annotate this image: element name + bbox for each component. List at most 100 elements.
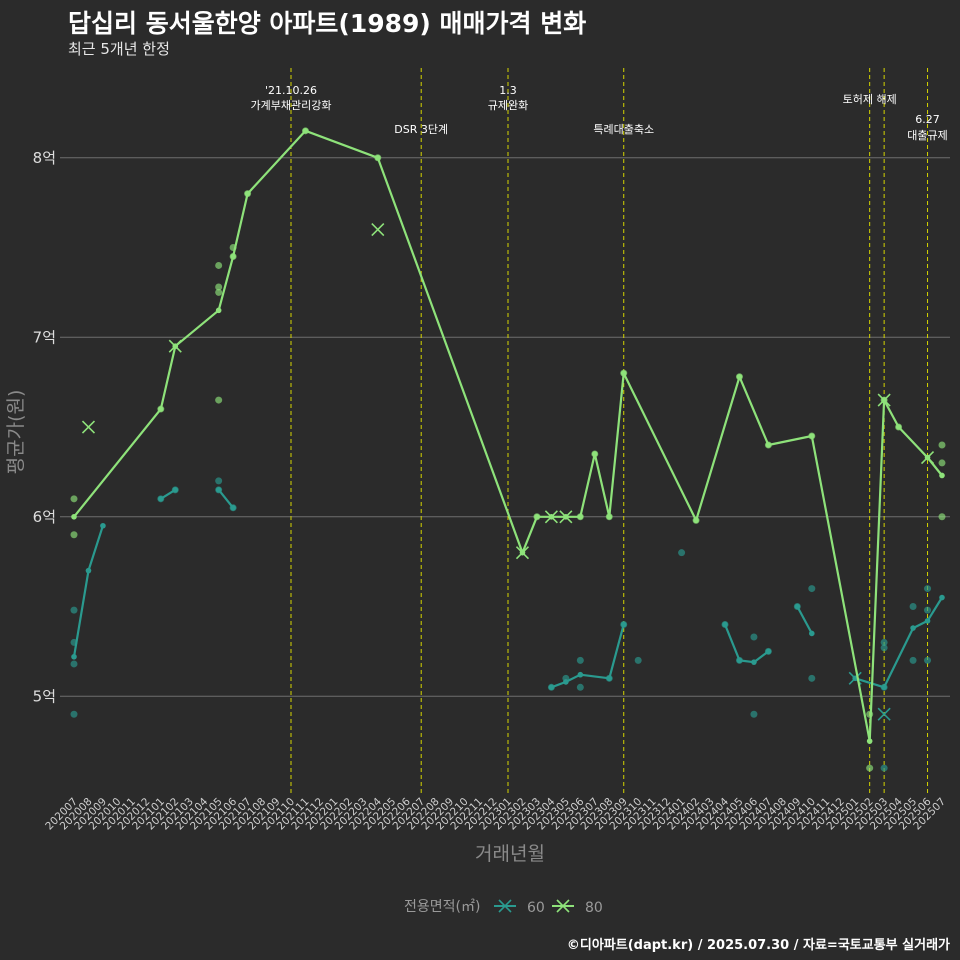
line-vertex xyxy=(722,621,728,628)
data-point xyxy=(634,656,642,664)
cross-marker xyxy=(371,222,385,237)
event-label: 6.27 xyxy=(915,113,940,126)
line-vertex xyxy=(230,504,236,511)
series-line xyxy=(217,489,234,509)
line-vertex xyxy=(924,618,931,624)
data-point xyxy=(750,633,758,641)
line-vertex xyxy=(172,487,179,493)
line-vertex xyxy=(302,128,309,134)
data-point xyxy=(70,531,78,539)
legend-label: 80 xyxy=(585,900,603,916)
line-vertex xyxy=(158,496,164,502)
y-axis-ticks: 5억 6억 7억 8억 xyxy=(33,149,56,706)
line-vertex xyxy=(939,594,945,601)
line-vertex xyxy=(230,253,236,260)
legend-key-cross xyxy=(556,899,570,913)
data-point xyxy=(924,656,932,664)
event-label: DSR 3단계 xyxy=(394,123,448,136)
line-vertex xyxy=(881,684,887,691)
legend-label: 60 xyxy=(527,900,545,916)
line-vertex xyxy=(765,648,772,655)
event-label: 가계부채관리강화 xyxy=(251,99,332,112)
line-vertex xyxy=(71,653,77,660)
y-axis-title: 평균가(원) xyxy=(5,390,27,475)
series-layer xyxy=(70,127,946,772)
y-tick-label: 7억 xyxy=(33,328,56,346)
series-line xyxy=(72,525,104,657)
line-vertex xyxy=(215,307,222,314)
series-line xyxy=(796,605,813,634)
legend: 전용면적(㎡) 60 80 xyxy=(404,899,603,916)
data-point xyxy=(909,603,917,611)
source-credit: ©디아파트(dapt.kr) / 2025.07.30 / 자료=국토교통부 실… xyxy=(566,938,950,953)
series-line xyxy=(723,624,770,664)
line-vertex xyxy=(85,567,92,574)
line-vertex xyxy=(563,679,569,685)
event-label: 특례대출축소 xyxy=(593,123,654,136)
y-tick-label: 5억 xyxy=(33,687,56,705)
cross-marker xyxy=(544,510,558,524)
data-point xyxy=(215,477,223,485)
line-vertex xyxy=(244,190,251,197)
cross-marker xyxy=(515,546,530,560)
line-vertex xyxy=(548,684,555,691)
data-point xyxy=(909,656,917,664)
line-vertex xyxy=(895,424,902,430)
series-line xyxy=(551,624,625,689)
line-vertex xyxy=(794,603,801,610)
data-point xyxy=(808,585,816,593)
data-point xyxy=(70,710,78,718)
gridlines xyxy=(60,157,950,697)
event-label: 토허제 해제 xyxy=(843,92,897,106)
line-vertex xyxy=(939,472,945,479)
line-vertex xyxy=(100,522,106,529)
series-80 xyxy=(70,127,946,772)
data-point xyxy=(880,764,888,772)
line-vertex xyxy=(577,513,584,520)
data-point xyxy=(70,495,78,503)
data-point xyxy=(924,585,932,593)
cross-marker xyxy=(877,393,891,407)
chart-title: 답십리 동서울한양 아파트(1989) 매매가격 변화 xyxy=(68,9,587,38)
data-point xyxy=(576,683,584,691)
data-point xyxy=(215,396,223,404)
chart-subtitle: 최근 5개년 한정 xyxy=(68,40,170,58)
line-vertex xyxy=(809,433,815,439)
data-point xyxy=(70,660,78,668)
policy-event-lines xyxy=(290,68,929,795)
data-point xyxy=(866,764,874,772)
data-point xyxy=(215,283,223,291)
line-vertex xyxy=(606,513,613,520)
series-60 xyxy=(70,477,945,772)
line-vertex xyxy=(375,154,381,161)
line-vertex xyxy=(736,657,743,664)
data-point xyxy=(808,674,816,682)
x-axis-title: 거래년월 xyxy=(475,843,545,865)
cross-marker xyxy=(920,450,935,465)
data-point xyxy=(880,638,888,646)
cross-marker xyxy=(168,339,182,353)
data-point xyxy=(938,459,946,467)
line-vertex xyxy=(751,659,757,665)
data-point xyxy=(750,710,758,718)
line-vertex xyxy=(606,675,613,682)
line-vertex xyxy=(910,625,916,631)
line-vertex xyxy=(620,370,627,376)
cross-marker xyxy=(81,420,96,434)
x-axis-ticks: 2020072020082020092020102020112020122021… xyxy=(43,795,948,832)
cross-marker xyxy=(877,707,891,721)
y-tick-label: 6억 xyxy=(33,508,56,526)
data-point xyxy=(938,513,946,521)
line-vertex xyxy=(577,671,584,678)
line-vertex xyxy=(620,621,627,628)
event-label: '21.10.26 xyxy=(265,84,317,97)
legend-key-cross xyxy=(498,899,512,913)
data-point xyxy=(938,441,946,449)
data-point xyxy=(880,644,888,652)
data-point xyxy=(215,261,223,269)
line-vertex xyxy=(158,406,164,412)
line-vertex xyxy=(866,738,873,744)
legend-title: 전용면적(㎡) xyxy=(404,899,480,915)
